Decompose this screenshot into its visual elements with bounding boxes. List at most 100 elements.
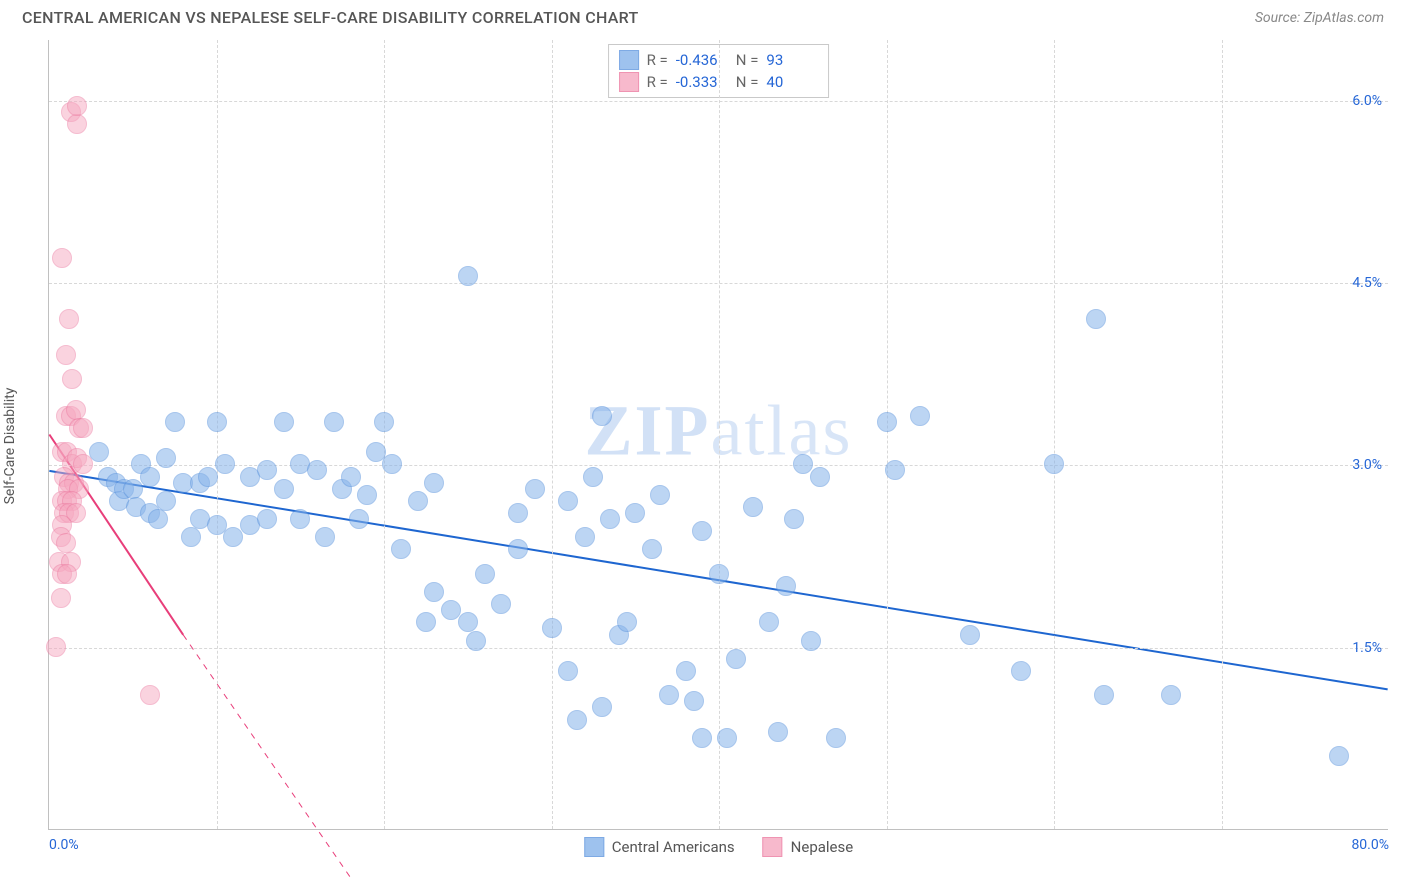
data-point-nepalese (66, 400, 86, 420)
data-point-nepalese (67, 114, 87, 134)
legend-label-0: Central Americans (612, 838, 735, 856)
y-tick-label: 1.5% (1352, 640, 1382, 656)
data-point-central_americans (625, 503, 645, 523)
data-point-central_americans (801, 631, 821, 651)
data-point-central_americans (659, 685, 679, 705)
data-point-central_americans (768, 722, 788, 742)
swatch-series-0 (584, 837, 604, 857)
data-point-central_americans (349, 509, 369, 529)
gridline-v (217, 40, 218, 829)
data-point-central_americans (726, 649, 746, 669)
data-point-central_americans (324, 412, 344, 432)
data-point-nepalese (56, 533, 76, 553)
data-point-central_americans (960, 625, 980, 645)
data-point-central_americans (1329, 746, 1349, 766)
data-point-central_americans (692, 728, 712, 748)
data-point-central_americans (424, 473, 444, 493)
data-point-central_americans (156, 491, 176, 511)
y-tick-label: 6.0% (1352, 93, 1382, 109)
swatch-series-1 (763, 837, 783, 857)
gridline-v (719, 40, 720, 829)
data-point-central_americans (307, 460, 327, 480)
data-point-central_americans (181, 527, 201, 547)
data-point-central_americans (207, 412, 227, 432)
data-point-central_americans (558, 491, 578, 511)
data-point-central_americans (408, 491, 428, 511)
data-point-central_americans (600, 509, 620, 529)
data-point-nepalese (51, 588, 71, 608)
data-point-central_americans (826, 728, 846, 748)
data-point-nepalese (67, 96, 87, 116)
data-point-central_americans (642, 539, 662, 559)
n-label: N = (736, 51, 759, 69)
x-tick-label: 80.0% (1351, 837, 1389, 853)
source-label: Source: (1255, 10, 1300, 26)
data-point-central_americans (1044, 454, 1064, 474)
y-tick-label: 4.5% (1352, 275, 1382, 291)
data-point-central_americans (491, 594, 511, 614)
data-point-central_americans (341, 467, 361, 487)
source-credit: Source: ZipAtlas.com (1255, 10, 1384, 26)
n-value-1: 40 (766, 73, 818, 91)
data-point-central_americans (692, 521, 712, 541)
legend-label-1: Nepalese (791, 838, 854, 856)
n-label: N = (736, 73, 759, 91)
data-point-central_americans (575, 527, 595, 547)
data-point-central_americans (374, 412, 394, 432)
data-point-central_americans (617, 612, 637, 632)
gridline-v (1222, 40, 1223, 829)
data-point-central_americans (257, 509, 277, 529)
data-point-central_americans (382, 454, 402, 474)
data-point-central_americans (810, 467, 830, 487)
r-label: R = (647, 51, 668, 69)
data-point-central_americans (123, 479, 143, 499)
data-point-central_americans (466, 631, 486, 651)
data-point-central_americans (148, 509, 168, 529)
data-point-nepalese (62, 369, 82, 389)
x-tick-label: 0.0% (49, 837, 79, 853)
data-point-central_americans (709, 564, 729, 584)
data-point-central_americans (1094, 685, 1114, 705)
data-point-central_americans (910, 406, 930, 426)
data-point-central_americans (198, 467, 218, 487)
data-point-nepalese (52, 248, 72, 268)
data-point-central_americans (592, 406, 612, 426)
data-point-central_americans (156, 448, 176, 468)
data-point-central_americans (743, 497, 763, 517)
data-point-central_americans (274, 479, 294, 499)
data-point-central_americans (140, 467, 160, 487)
data-point-central_americans (676, 661, 696, 681)
data-point-central_americans (1086, 309, 1106, 329)
chart-title: CENTRAL AMERICAN VS NEPALESE SELF-CARE D… (22, 8, 639, 27)
data-point-central_americans (525, 479, 545, 499)
data-point-central_americans (1161, 685, 1181, 705)
data-point-central_americans (89, 442, 109, 462)
data-point-central_americans (475, 564, 495, 584)
data-point-central_americans (592, 697, 612, 717)
swatch-series-0 (619, 50, 639, 70)
gridline-v (552, 40, 553, 829)
data-point-central_americans (458, 612, 478, 632)
data-point-central_americans (784, 509, 804, 529)
y-axis-label: Self-Care Disability (2, 388, 18, 505)
r-label: R = (647, 73, 668, 91)
data-point-nepalese (73, 454, 93, 474)
data-point-nepalese (46, 637, 66, 657)
data-point-nepalese (140, 685, 160, 705)
data-point-central_americans (315, 527, 335, 547)
series-legend: Central Americans Nepalese (584, 837, 853, 857)
data-point-nepalese (59, 309, 79, 329)
legend-item-0: Central Americans (584, 837, 735, 857)
data-point-central_americans (357, 485, 377, 505)
data-point-central_americans (1011, 661, 1031, 681)
swatch-series-1 (619, 72, 639, 92)
data-point-central_americans (257, 460, 277, 480)
data-point-central_americans (165, 412, 185, 432)
data-point-nepalese (56, 345, 76, 365)
data-point-central_americans (542, 618, 562, 638)
data-point-central_americans (877, 412, 897, 432)
data-point-central_americans (885, 460, 905, 480)
data-point-central_americans (458, 266, 478, 286)
data-point-nepalese (73, 418, 93, 438)
data-point-central_americans (583, 467, 603, 487)
